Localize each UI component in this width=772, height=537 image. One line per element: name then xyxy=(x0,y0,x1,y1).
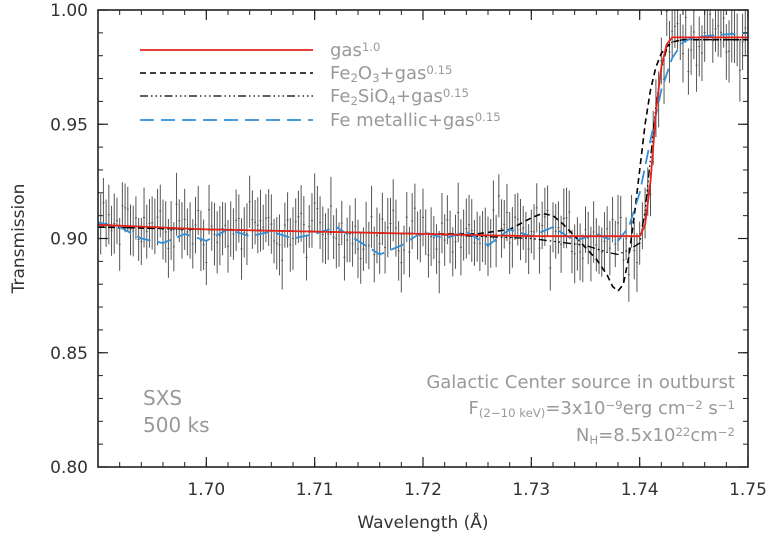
sub-part: 3 xyxy=(372,71,379,85)
legend-label: Fe2SiO4+gas0.15 xyxy=(330,86,469,108)
tick-layer: 1.70 1.71 1.72 1.73 1.74 1.75 0.80 0.85 0.90 0.95… xyxy=(50,1,767,500)
flux-label: F(2−10 keV)=3x10−9erg cm−2 s−1 xyxy=(469,398,736,420)
y-axis-label: Transmission xyxy=(9,184,29,295)
source-label: Galactic Center source in outburst xyxy=(426,372,735,393)
sup-part: 1.0 xyxy=(362,40,381,54)
model-curve-solid xyxy=(98,36,748,238)
x-tick-label: 1.70 xyxy=(187,480,225,500)
text-part: =3x10 xyxy=(545,398,605,419)
column-density-label: NH=8.5x1022cm−2 xyxy=(576,425,735,447)
sub-part: H xyxy=(589,433,598,447)
x-tick-label: 1.72 xyxy=(404,480,442,500)
sup-part: −1 xyxy=(718,398,735,412)
text-part: erg cm xyxy=(623,398,686,419)
text-part: +gas xyxy=(380,63,427,84)
y-tick-label: 1.00 xyxy=(50,1,88,21)
y-tick-label: 0.85 xyxy=(50,344,88,364)
text-part: s xyxy=(703,398,718,419)
text-part: cm xyxy=(690,425,717,446)
x-tick-label: 1.71 xyxy=(296,480,334,500)
text-part: O xyxy=(358,63,372,84)
y-tick-label: 0.90 xyxy=(50,230,88,250)
y-tick-label: 0.80 xyxy=(50,458,88,478)
x-tick-label: 1.75 xyxy=(729,480,767,500)
legend-label: gas1.0 xyxy=(330,40,380,61)
model-curve-longdash xyxy=(98,32,748,256)
model-layer xyxy=(98,32,748,293)
legend-label: Fe2O3+gas0.15 xyxy=(330,63,452,85)
text-part: F xyxy=(469,398,479,419)
y-tick-label: 0.95 xyxy=(50,115,88,135)
text-part: +gas xyxy=(396,86,443,107)
sup-part: 22 xyxy=(675,425,690,439)
sup-part: 0.15 xyxy=(426,63,452,77)
sub-part: 2 xyxy=(350,71,357,85)
x-axis-label: Wavelength (Å) xyxy=(357,511,488,533)
text-part: Fe metallic+gas xyxy=(330,110,475,131)
sup-part: −2 xyxy=(685,398,702,412)
sup-part: −2 xyxy=(718,425,735,439)
exposure-label: 500 ks xyxy=(143,413,210,437)
text-part: N xyxy=(576,425,589,446)
model-curve-dashed xyxy=(98,38,748,293)
sup-part: 0.15 xyxy=(443,86,469,100)
text-part: Fe xyxy=(330,86,350,107)
sub-part: 4 xyxy=(389,94,396,108)
instrument-label: SXS xyxy=(143,386,182,410)
legend-label: Fe metallic+gas0.15 xyxy=(330,110,501,131)
sub-part: 2 xyxy=(350,94,357,108)
sub-part: (2−10 keV) xyxy=(479,406,545,420)
x-tick-label: 1.74 xyxy=(621,480,659,500)
x-tick-label: 1.73 xyxy=(512,480,550,500)
sup-part: 0.15 xyxy=(475,110,501,124)
text-part: SiO xyxy=(358,86,389,107)
sup-part: −9 xyxy=(605,398,622,412)
text-part: Fe xyxy=(330,63,350,84)
text-part: gas xyxy=(330,40,362,61)
text-part: =8.5x10 xyxy=(598,425,675,446)
